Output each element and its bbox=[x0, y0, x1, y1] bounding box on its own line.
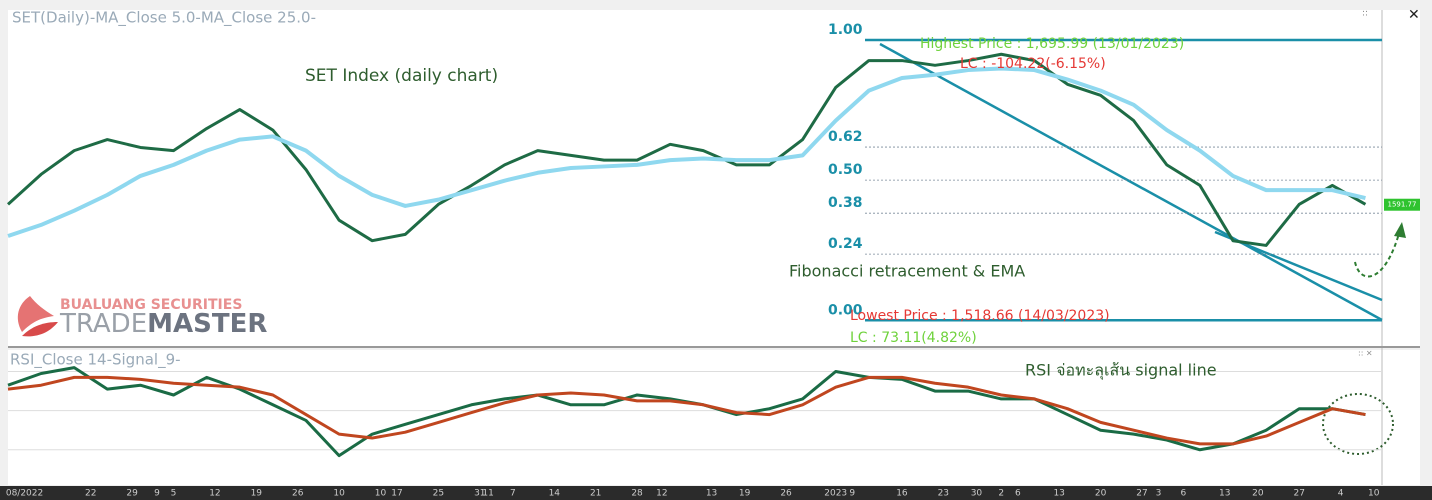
x-tick-label: 20 bbox=[1252, 489, 1264, 499]
x-tick-label: 14 bbox=[549, 489, 561, 499]
fib-label: 0.62 bbox=[828, 129, 863, 145]
x-tick-label: 19 bbox=[251, 489, 263, 499]
x-tick-label: 21 bbox=[590, 489, 601, 499]
last-price-label: 1591.77 bbox=[1388, 201, 1417, 209]
x-tick-label: 6 bbox=[1180, 489, 1186, 499]
annotation: Lowest Price : 1,518.66 (14/03/2023) bbox=[850, 308, 1110, 324]
x-tick-label: 2023 bbox=[824, 489, 847, 499]
x-tick-label: 12 bbox=[209, 489, 220, 499]
x-tick-label: 12 bbox=[656, 489, 667, 499]
fib-label: 0.50 bbox=[828, 162, 863, 178]
annotation: RSI จ่อทะลุเส้น signal line bbox=[1025, 361, 1217, 381]
arrow bbox=[1354, 229, 1401, 278]
arrowhead bbox=[1394, 222, 1406, 238]
annotation: LC : 73.11(4.82%) bbox=[850, 330, 977, 346]
logo-brand: TRADEMASTER bbox=[59, 309, 267, 339]
fib-label: 0.38 bbox=[828, 195, 863, 211]
x-tick-label: 6 bbox=[1015, 489, 1021, 499]
series-line bbox=[7, 66, 1366, 238]
date-axis bbox=[0, 486, 1432, 500]
x-tick-label: 27 bbox=[1294, 489, 1305, 499]
x-tick-label: 23 bbox=[938, 489, 949, 499]
rsi-panel bbox=[8, 350, 1420, 485]
x-tick-label: 25 bbox=[433, 489, 444, 499]
x-tick-label: 17 bbox=[391, 489, 402, 499]
x-tick-label: 4 bbox=[1338, 489, 1344, 499]
highlight-circle bbox=[1322, 393, 1394, 455]
x-tick-label: 30 bbox=[971, 489, 983, 499]
x-tick-label: 10 bbox=[333, 489, 345, 499]
x-tick-label: 26 bbox=[292, 489, 304, 499]
x-tick-label: 29 bbox=[126, 489, 138, 499]
last-price-box bbox=[1384, 198, 1420, 211]
x-tick-label: 3 bbox=[1156, 489, 1162, 499]
x-tick-label: 11 bbox=[482, 489, 493, 499]
logo-brand-a: TRADE bbox=[59, 309, 147, 339]
annotation: SET Index (daily chart) bbox=[305, 66, 498, 86]
x-tick-label: 5 bbox=[171, 489, 177, 499]
series-line bbox=[6, 52, 1367, 247]
x-tick-label: 9 bbox=[154, 489, 160, 499]
fib-label: 1.00 bbox=[828, 22, 863, 38]
x-tick-label: 20 bbox=[1095, 489, 1107, 499]
annotation: Highest Price : 1,695.99 (13/01/2023) bbox=[920, 36, 1184, 52]
x-tick-label: 28 bbox=[631, 489, 643, 499]
logo-mark bbox=[22, 322, 58, 337]
logo-company: BUALUANG SECURITIES bbox=[60, 297, 242, 313]
fib-label: 0.24 bbox=[828, 236, 863, 252]
price-panel bbox=[8, 10, 1420, 346]
x-tick-label: 26 bbox=[780, 489, 792, 499]
fib-label: 0.00 bbox=[828, 302, 863, 318]
x-tick-label: 13 bbox=[706, 489, 717, 499]
series-line bbox=[7, 375, 1366, 446]
x-tick-label: 10 bbox=[1368, 489, 1380, 499]
logo: BUALUANG SECURITIES TRADEMASTER bbox=[17, 296, 267, 339]
x-tick-label: 13 bbox=[1219, 489, 1230, 499]
annotation: Fibonacci retracement & EMA bbox=[789, 262, 1025, 281]
x-tick-label: 2 bbox=[998, 489, 1004, 499]
panel-icon[interactable]: :: × bbox=[1358, 349, 1373, 358]
close-icon[interactable]: ✕ bbox=[1408, 7, 1420, 23]
x-tick-label: 19 bbox=[739, 489, 751, 499]
x-tick-label: 27 bbox=[1136, 489, 1147, 499]
trend-line bbox=[879, 42, 1383, 322]
x-tick-label: 13 bbox=[1053, 489, 1064, 499]
panel-icon[interactable]: :: bbox=[1362, 9, 1368, 19]
x-tick-label: 16 bbox=[896, 489, 908, 499]
x-tick-label: 31 bbox=[474, 489, 485, 499]
x-tick-label: 22 bbox=[85, 489, 96, 499]
price-title: SET(Daily)-MA_Close 5.0-MA_Close 25.0- bbox=[12, 9, 316, 28]
rsi-title: RSI_Close 14-Signal_9- bbox=[10, 351, 181, 370]
x-tick-label: 7 bbox=[510, 489, 516, 499]
annotation: LC : -104.22(-6.15%) bbox=[960, 56, 1106, 72]
x-tick-label: 9 bbox=[849, 489, 855, 499]
x-tick-label: 10 bbox=[375, 489, 387, 499]
logo-mark bbox=[17, 296, 54, 332]
x-tick-label: 08/2022 bbox=[6, 489, 43, 499]
logo-brand-b: MASTER bbox=[147, 309, 267, 339]
